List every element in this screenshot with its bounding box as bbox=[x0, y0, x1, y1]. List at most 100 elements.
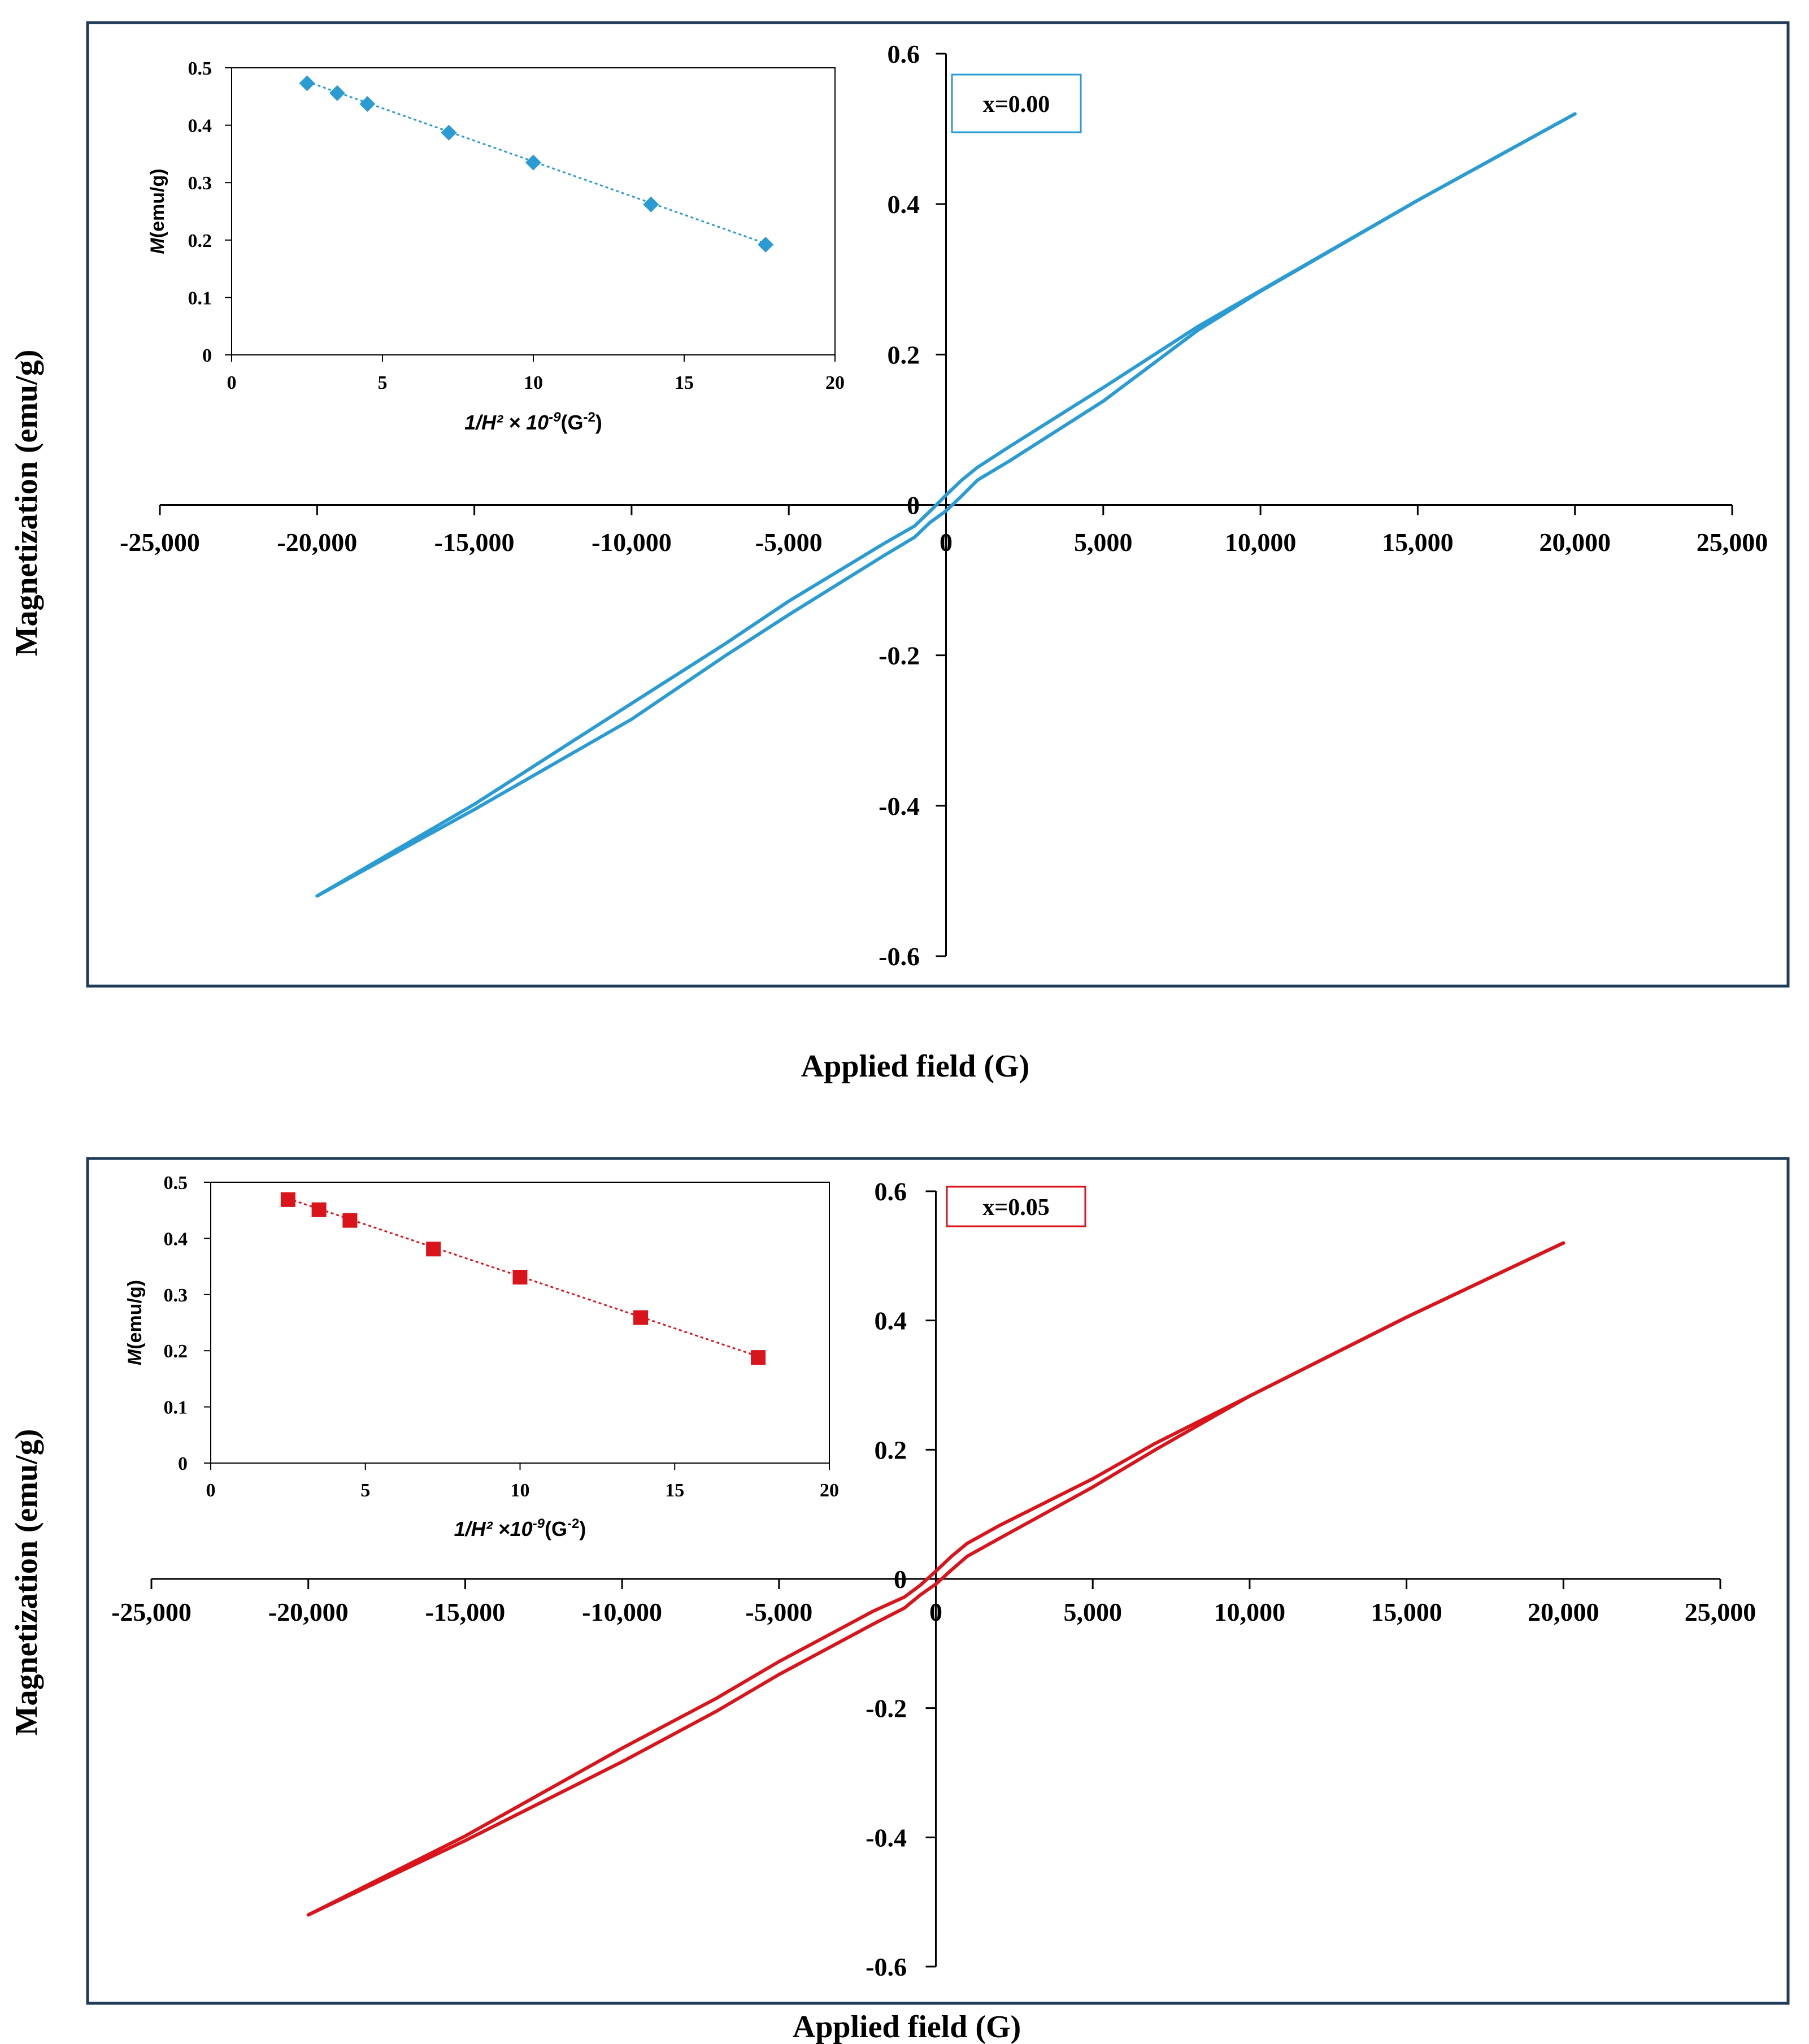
x-tick-label: 10,000 bbox=[1225, 528, 1297, 557]
inset-x-tick-label: 10 bbox=[524, 372, 543, 393]
inset-y-tick-label: 0.1 bbox=[188, 288, 212, 309]
inset-data-point bbox=[525, 154, 541, 171]
inset-y-axis-title: M(emu/g) bbox=[147, 168, 168, 254]
y-tick-label: -0.2 bbox=[879, 641, 920, 670]
inset-data-point bbox=[426, 1242, 441, 1257]
inset-data-point bbox=[758, 236, 774, 253]
inset-data-point bbox=[311, 1202, 327, 1217]
inset-x-tick-label: 5 bbox=[378, 372, 388, 393]
x-tick-label: 10,000 bbox=[1214, 1598, 1286, 1626]
inset-chart: 0 5 10 15 20 0 0.1 0.2 0.3 0.4 0.5 1/H² × 10-9(G-2)… bbox=[147, 58, 845, 434]
inset-data-point bbox=[643, 196, 659, 212]
inset-data-point bbox=[280, 1192, 295, 1207]
x-tick-label: -25,000 bbox=[111, 1598, 192, 1626]
x-tick-label: -15,000 bbox=[434, 528, 515, 557]
y-tick-label: 0 bbox=[894, 1565, 907, 1594]
y-tick-label: -0.4 bbox=[866, 1823, 907, 1852]
y-tick-label: 0.4 bbox=[888, 190, 920, 219]
inset-x-title-unit-exponent: -2 bbox=[584, 410, 595, 425]
inset-y-tick-label: 0.2 bbox=[188, 231, 212, 251]
x-tick-label: 20,000 bbox=[1528, 1598, 1599, 1626]
inset-data-point bbox=[512, 1269, 528, 1284]
chart-panel-0: -25,000 -20,000 -15,000 -10,000 -5,000 0 5,000… bbox=[9, 21, 1790, 1084]
inset-y-title-unit: (emu/g) bbox=[147, 168, 168, 238]
inset-data-point bbox=[329, 85, 345, 101]
series-line-1 bbox=[306, 1241, 1566, 1917]
inset-x-tick-label: 15 bbox=[675, 372, 694, 393]
inset-x-title-main: 1/H² ×10 bbox=[454, 1517, 533, 1540]
x-tick-label: 15,000 bbox=[1382, 528, 1454, 557]
x-tick-label: 15,000 bbox=[1371, 1598, 1442, 1626]
inset-x-title-unit: (G bbox=[561, 411, 584, 434]
inset-data-point bbox=[751, 1350, 766, 1365]
inset-data-point bbox=[633, 1310, 649, 1325]
x-tick-label: 25,000 bbox=[1697, 528, 1768, 557]
sample-label-box bbox=[946, 1186, 1086, 1227]
inset-x-tick-label: 0 bbox=[227, 372, 237, 393]
inset-chart: 0 5 10 15 20 0 0.1 0.2 0.3 0.4 0.5 1/H² ×10-9(G-2) M… bbox=[124, 1173, 839, 1540]
inset-data-point bbox=[359, 96, 376, 112]
series-line-0 bbox=[315, 112, 1577, 898]
inset-y-tick-label: 0.3 bbox=[164, 1285, 188, 1306]
inset-x-title-main: 1/H² × 10 bbox=[464, 411, 549, 434]
inset-y-tick-label: 0.5 bbox=[188, 58, 212, 79]
x-tick-label: 25,000 bbox=[1685, 1598, 1756, 1626]
y-tick-label: -0.6 bbox=[879, 942, 920, 971]
series-line-0 bbox=[306, 1241, 1566, 1917]
y-tick-label: 0.2 bbox=[888, 340, 920, 369]
inset-trendline bbox=[288, 1197, 759, 1357]
x-tick-label: -10,000 bbox=[592, 528, 672, 557]
inset-x-axis-title: 1/H² × 10-9(G-2) bbox=[464, 410, 602, 434]
y-axis-title: Magnetization (emu/g) bbox=[9, 350, 44, 657]
y-tick-label: 0.4 bbox=[875, 1307, 907, 1335]
series-line-1 bbox=[315, 112, 1577, 898]
inset-y-tick-label: 0.4 bbox=[164, 1229, 188, 1249]
x-tick-label: 5,000 bbox=[1063, 1598, 1122, 1626]
inset-x-tick-label: 5 bbox=[360, 1480, 370, 1501]
inset-x-tick-label: 15 bbox=[665, 1480, 684, 1501]
inset-x-tick-label: 20 bbox=[820, 1480, 839, 1501]
inset-y-title-unit: (emu/g) bbox=[124, 1280, 146, 1349]
x-tick-label: 5,000 bbox=[1074, 528, 1133, 557]
y-tick-label: 0.6 bbox=[888, 40, 920, 68]
inset-x-title-exponent: -9 bbox=[549, 410, 561, 425]
inset-data-point bbox=[342, 1213, 358, 1228]
y-tick-label: 0.6 bbox=[875, 1177, 907, 1206]
x-tick-label: 0 bbox=[929, 1598, 942, 1626]
inset-x-title-unit-exponent: -2 bbox=[567, 1516, 579, 1531]
inset-y-title-main: M bbox=[124, 1349, 146, 1365]
x-axis-title: Applied field (G) bbox=[801, 1049, 1029, 1084]
sample-label: x=0.00 bbox=[983, 92, 1050, 118]
sample-label: x=0.05 bbox=[982, 1195, 1049, 1221]
inset-x-tick-label: 20 bbox=[825, 372, 845, 393]
inset-y-tick-label: 0 bbox=[178, 1453, 188, 1474]
chart-frame bbox=[86, 21, 1790, 988]
inset-x-title-close: ) bbox=[595, 411, 602, 434]
inset-x-title-unit: (G bbox=[545, 1517, 567, 1540]
inset-x-axis-title: 1/H² ×10-9(G-2) bbox=[454, 1516, 586, 1540]
inset-y-axis-title: M(emu/g) bbox=[124, 1280, 146, 1365]
inset-x-tick-label: 0 bbox=[206, 1480, 216, 1501]
inset-x-tick-label: 10 bbox=[511, 1480, 530, 1501]
y-tick-label: -0.6 bbox=[866, 1952, 907, 1981]
x-tick-label: 20,000 bbox=[1539, 528, 1611, 557]
inset-y-tick-label: 0.4 bbox=[188, 116, 212, 137]
inset-y-tick-label: 0.1 bbox=[164, 1398, 188, 1418]
x-tick-label: -5,000 bbox=[745, 1598, 812, 1626]
sample-label-box bbox=[951, 73, 1082, 133]
inset-y-tick-label: 0.3 bbox=[188, 173, 212, 194]
y-tick-label: -0.2 bbox=[866, 1694, 907, 1723]
inset-y-title-main: M bbox=[147, 238, 168, 254]
inset-data-point bbox=[299, 75, 315, 92]
y-tick-label: -0.4 bbox=[879, 792, 920, 821]
x-axis-title: Applied field (G) bbox=[793, 2010, 1021, 2044]
inset-y-tick-label: 0 bbox=[202, 345, 212, 366]
x-tick-label: -20,000 bbox=[277, 528, 357, 557]
x-tick-label: -5,000 bbox=[755, 528, 823, 557]
inset-y-tick-label: 0.5 bbox=[164, 1173, 188, 1194]
inset-x-title-close: ) bbox=[579, 1517, 586, 1540]
chart-frame bbox=[86, 1157, 1790, 2005]
x-tick-label: -20,000 bbox=[268, 1598, 349, 1626]
inset-plot-area bbox=[210, 1182, 830, 1464]
